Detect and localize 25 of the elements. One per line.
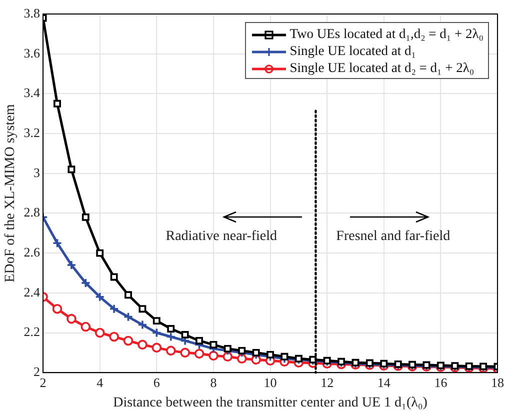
x-tick-label: 14 [377,374,391,390]
y-tick-label: 2.4 [24,284,41,300]
y-tick-label: 3.4 [24,85,41,100]
x-tick-label: 8 [210,374,217,390]
annotation: Fresnel and far-field [336,229,450,244]
y-tick-label: 3.6 [24,45,41,60]
x-tick-label: 12 [320,374,334,390]
legend-label: Single UE located at d₁ [290,43,416,58]
legend-label: Single UE located at d₂ = d₁ + 2λ₀ [290,60,474,75]
y-tick-label: 3.2 [24,124,40,140]
y-tick-label: 3 [34,164,40,180]
y-tick-label: 3.8 [24,5,40,20]
y-tick-label: 2 [34,364,40,380]
y-axis-title: EDoF of the XL-MIMO system [3,104,18,282]
y-tick-label: 2.8 [24,204,40,220]
x-tick-label: 6 [153,374,160,390]
x-tick-label: 4 [96,374,104,390]
x-tick-label: 16 [434,374,448,390]
x-tick-label: 18 [491,374,504,390]
y-tick-label: 2.2 [24,324,40,340]
x-axis-title: Distance between the transmitter center and UE 1 d₁(λ₀) [113,395,428,410]
annotation: Radiative near-field [166,229,278,244]
legend-label: Two UEs located at d₁,d₂ = d₁ + 2λ₀ [290,26,484,41]
y-tick-label: 2.6 [24,244,41,260]
x-tick-label: 10 [264,374,277,390]
